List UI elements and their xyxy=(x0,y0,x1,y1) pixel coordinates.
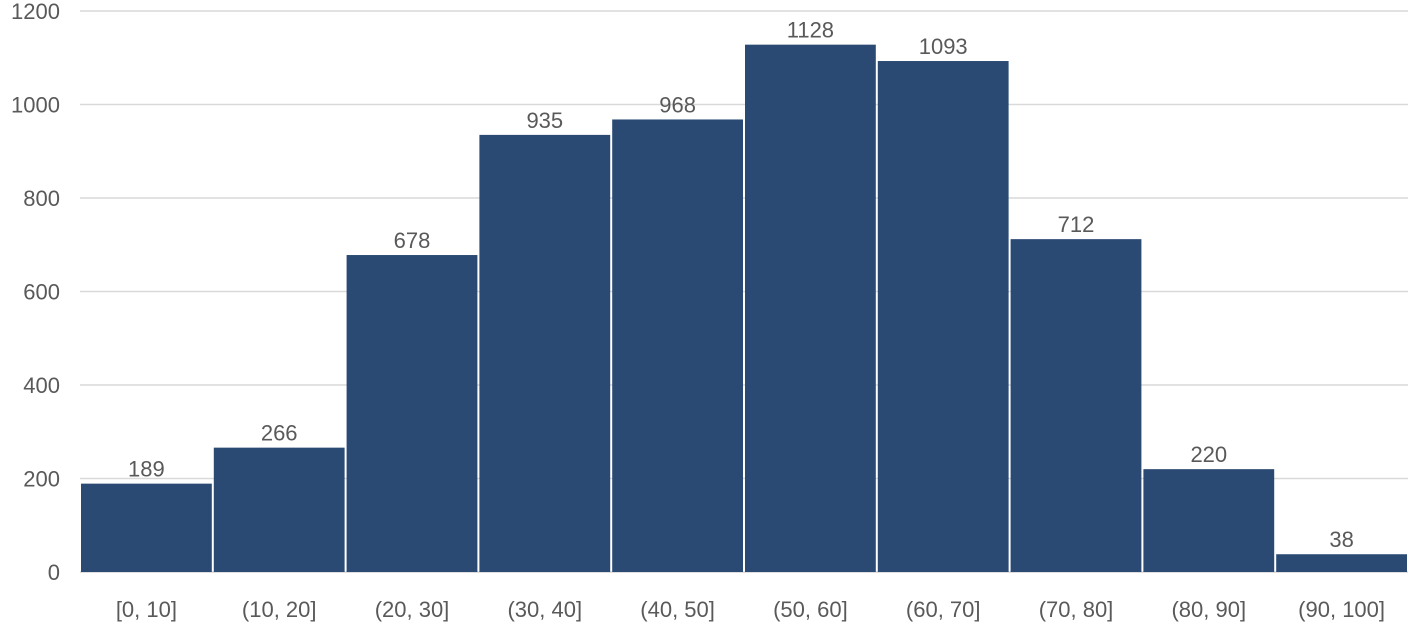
data-label: 968 xyxy=(659,92,696,117)
data-label: 712 xyxy=(1058,212,1095,237)
data-label: 266 xyxy=(261,421,298,446)
x-tick-label: (90, 100] xyxy=(1298,597,1385,622)
y-axis-ticks: 0 200 400 600 800 1000 1200 xyxy=(11,0,60,585)
data-label: 935 xyxy=(526,108,563,133)
x-tick-label: (20, 30] xyxy=(375,597,450,622)
data-labels: 189 266 678 935 968 1128 1093 712 220 38 xyxy=(128,18,1354,553)
x-axis-ticks: [0, 10] (10, 20] (20, 30] (30, 40] (40, 50] (… xyxy=(116,597,1385,622)
x-tick-label: [0, 10] xyxy=(116,597,177,622)
y-tick-label: 400 xyxy=(23,373,60,398)
bar xyxy=(81,483,212,572)
bar xyxy=(877,61,1009,573)
bar xyxy=(1143,469,1275,572)
x-tick-label: (60, 70] xyxy=(906,597,981,622)
bar xyxy=(479,134,611,572)
bar xyxy=(346,255,478,572)
y-tick-label: 200 xyxy=(23,467,60,492)
x-tick-label: (30, 40] xyxy=(507,597,582,622)
x-tick-label: (70, 80] xyxy=(1039,597,1114,622)
data-label: 1128 xyxy=(787,18,834,43)
x-tick-label: (10, 20] xyxy=(242,597,317,622)
y-tick-label: 600 xyxy=(23,280,60,305)
y-tick-label: 800 xyxy=(23,186,60,211)
data-label: 1093 xyxy=(919,34,968,59)
bar xyxy=(1010,239,1142,572)
bar xyxy=(745,44,876,573)
data-label: 678 xyxy=(394,228,431,253)
data-label: 189 xyxy=(128,457,165,482)
bar xyxy=(1276,554,1407,572)
data-label: 38 xyxy=(1329,527,1353,552)
x-tick-label: (40, 50] xyxy=(640,597,715,622)
x-tick-label: (80, 90] xyxy=(1171,597,1246,622)
x-tick-label: (50, 60] xyxy=(773,597,848,622)
bar xyxy=(612,119,743,573)
y-tick-label: 1200 xyxy=(11,0,60,24)
bars xyxy=(81,44,1407,573)
y-tick-label: 0 xyxy=(48,560,60,585)
data-label: 220 xyxy=(1190,442,1227,467)
y-tick-label: 1000 xyxy=(11,93,60,118)
bar xyxy=(213,447,345,572)
